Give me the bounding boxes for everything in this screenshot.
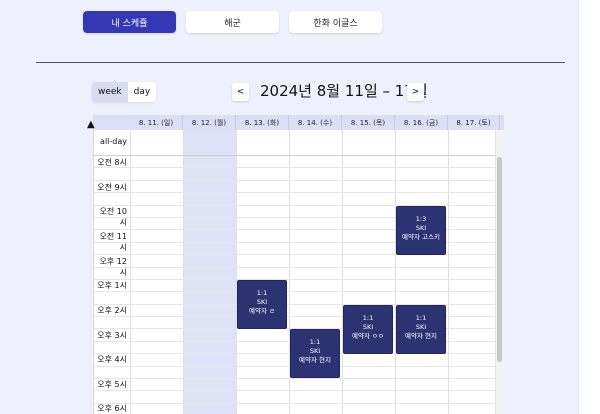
- time-label: 오후 4시: [97, 355, 127, 364]
- grid-line: [94, 229, 504, 230]
- day-header-wed: 8. 14. (수): [289, 115, 342, 130]
- event-reservee: 예약자 ㄹ: [249, 307, 275, 315]
- time-label: 오후 6시: [97, 404, 127, 413]
- time-label: 오후 1시: [97, 281, 127, 290]
- grid-line: [94, 403, 504, 404]
- day-header-thu: 8. 15. (목): [342, 115, 395, 130]
- grid-line: [94, 205, 504, 206]
- event-card[interactable]: 1:3 SKI 예약자 고스키: [396, 206, 446, 255]
- grid-line: [183, 130, 184, 414]
- day-header-fri: 8. 16. (금): [395, 115, 448, 130]
- tab-hanwha-eagles[interactable]: 한화 이글스: [289, 11, 382, 33]
- event-type: SKI: [309, 347, 321, 355]
- grid-line: [94, 167, 504, 168]
- event-ratio: 1:3: [415, 215, 427, 223]
- grid-line: [94, 390, 504, 391]
- today-column-highlight: [183, 130, 236, 414]
- grid-line: [94, 254, 504, 255]
- week-view-button[interactable]: week: [92, 82, 128, 102]
- time-label: 오후 5시: [97, 380, 127, 389]
- event-type: SKI: [415, 224, 427, 232]
- prev-week-button[interactable]: <: [232, 83, 249, 101]
- event-reservee: 예약자 현지: [405, 332, 437, 340]
- next-week-button[interactable]: >: [407, 83, 424, 101]
- time-label: 오후 3시: [97, 331, 127, 340]
- tab-my-schedule[interactable]: 내 스케쥴: [83, 11, 176, 33]
- event-type: SKI: [256, 298, 268, 306]
- event-ratio: 1:1: [362, 314, 374, 322]
- all-day-label: all-day: [100, 137, 127, 146]
- event-ratio: 1:1: [415, 314, 427, 322]
- grid-line: [94, 279, 504, 280]
- day-header-sat: 8. 17. (토): [448, 115, 500, 130]
- calendar-header: 8. 11. (일) 8. 12. (월) 8. 13. (화) 8. 14. …: [94, 115, 504, 130]
- section-divider: [36, 62, 565, 63]
- grid-line: [236, 130, 237, 414]
- grid-line: [94, 180, 504, 181]
- window-edge: [578, 0, 600, 414]
- time-label: 오전 11시: [99, 232, 127, 252]
- day-header-tue: 8. 13. (화): [236, 115, 289, 130]
- calendar-scrollbar-thumb[interactable]: [497, 157, 502, 362]
- time-label: 오후 2시: [97, 306, 127, 315]
- day-header-mon: 8. 12. (월): [183, 115, 236, 130]
- all-day-separator: [94, 155, 504, 156]
- day-header-sun: 8. 11. (일): [130, 115, 183, 130]
- grid-line: [94, 291, 504, 292]
- event-card[interactable]: 1:1 SKI 예약자 ㄹ: [237, 280, 287, 329]
- mouse-cursor-icon: ▲: [87, 119, 95, 130]
- grid-line: [94, 304, 504, 305]
- grid-line: [342, 130, 343, 414]
- grid-line: [94, 378, 504, 379]
- grid-line: [395, 130, 396, 414]
- grid-line: [289, 130, 290, 414]
- event-reservee: 예약자 ㅇㅇ: [352, 332, 384, 340]
- event-card[interactable]: 1:1 SKI 예약자 현지: [396, 305, 446, 354]
- week-calendar: 8. 11. (일) 8. 12. (월) 8. 13. (화) 8. 14. …: [93, 115, 504, 414]
- schedule-tabs: 내 스케쥴 해군 한화 이글스: [83, 11, 382, 33]
- view-toggle: week day: [92, 82, 157, 102]
- event-card[interactable]: 1:1 SKI 예약자 ㅇㅇ: [343, 305, 393, 354]
- time-label: 오전 8시: [97, 158, 127, 167]
- grid-line: [94, 217, 504, 218]
- event-type: SKI: [362, 323, 374, 331]
- day-view-button[interactable]: day: [133, 87, 151, 97]
- grid-line: [94, 192, 504, 193]
- grid-line: [94, 328, 504, 329]
- time-label: 오후 12시: [99, 257, 127, 277]
- time-label: 오전 10시: [99, 207, 127, 227]
- event-card[interactable]: 1:1 SKI 예약자 현지: [290, 329, 340, 378]
- grid-line: [130, 130, 131, 414]
- event-ratio: 1:1: [256, 289, 268, 297]
- event-type: SKI: [415, 323, 427, 331]
- date-range-title: 2024년 8월 11일 – 17일: [260, 82, 428, 100]
- grid-line: [94, 267, 504, 268]
- time-label: 오전 9시: [97, 183, 127, 192]
- grid-line: [448, 130, 449, 414]
- event-ratio: 1:1: [309, 338, 321, 346]
- event-reservee: 예약자 고스키: [402, 233, 440, 241]
- grid-line: [94, 316, 504, 317]
- event-reservee: 예약자 현지: [299, 356, 331, 364]
- grid-line: [94, 242, 504, 243]
- tab-navy[interactable]: 해군: [186, 11, 279, 33]
